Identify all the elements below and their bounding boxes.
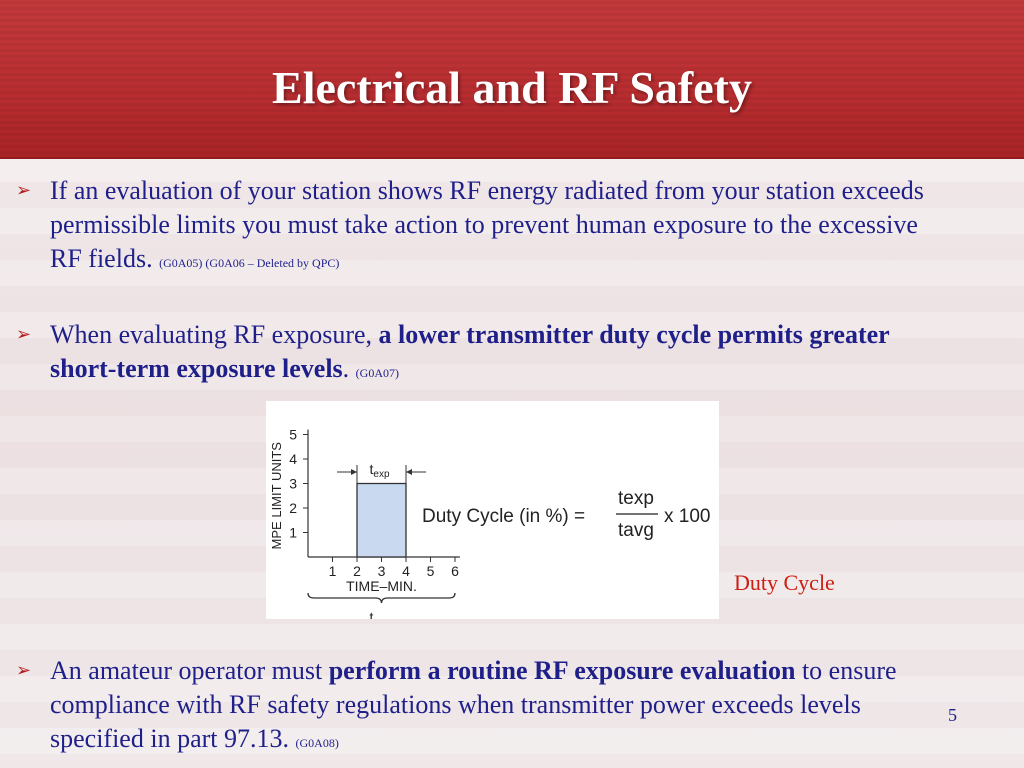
bullet-text-part: .	[342, 354, 356, 383]
texp-label: texp	[370, 461, 390, 480]
bullet-text: If an evaluation of your station shows R…	[50, 174, 936, 280]
x-tick-label: 4	[402, 563, 410, 579]
y-tick-label: 1	[289, 525, 297, 541]
y-axis-title: MPE LIMIT UNITS	[269, 442, 284, 550]
x-axis-title: TIME–MIN.	[346, 578, 417, 594]
texp-left-arrowhead	[351, 469, 357, 475]
question-reference: (G0A08)	[295, 736, 339, 750]
y-tick-label: 3	[289, 476, 297, 492]
formula-numerator: texp	[618, 488, 654, 509]
bullet-item-2: ➢ When evaluating RF exposure, a lower t…	[16, 318, 936, 390]
formula-lhs: Duty Cycle (in %) =	[422, 506, 585, 527]
y-tick-label: 5	[289, 427, 297, 443]
bullet-text: When evaluating RF exposure, a lower tra…	[50, 318, 936, 390]
y-tick-label: 4	[289, 451, 297, 467]
bullet-item-1: ➢ If an evaluation of your station shows…	[16, 174, 936, 280]
formula-rhs: x 100	[664, 506, 710, 527]
figure-caption: Duty Cycle	[734, 570, 835, 595]
bullet-bold-text: perform a routine RF exposure evaluation	[328, 656, 796, 685]
question-reference: (G0A07)	[355, 366, 399, 380]
tavg-subscript: avg	[373, 617, 389, 619]
bullet-text-part: to ensure compliance with RF safety regu…	[50, 656, 897, 753]
pulse-bar	[356, 482, 407, 558]
bullet-text-part: If an evaluation of your station shows R…	[50, 176, 924, 273]
bullet-bold-text: a lower transmitter duty cycle permits g…	[50, 320, 890, 383]
bullet-item-3: ➢ An amateur operator must perform a rou…	[16, 654, 936, 760]
y-tick-label: 2	[289, 500, 297, 516]
formula-denominator: tavg	[618, 520, 654, 541]
duty-cycle-figure: 1 2 3 4 5 1 2 3 4 5 6 MPE LIMIT UNITS TIME–MIN. texp t…	[266, 401, 719, 629]
exposure-pulse	[307, 465, 658, 604]
bullet-text-part: When evaluating RF exposure,	[50, 320, 379, 349]
x-tick-label: 5	[427, 563, 435, 579]
arrow-bullet-icon: ➢	[16, 180, 32, 201]
page-number: 5	[948, 705, 957, 725]
tavg-base: t	[370, 609, 374, 619]
x-tick-label: 3	[378, 563, 386, 579]
x-tick-label: 1	[329, 563, 337, 579]
arrow-bullet-icon: ➢	[16, 324, 32, 345]
tavg-label: tavg	[370, 609, 390, 619]
texp-right-arrowhead	[406, 469, 412, 475]
texp-base: t	[370, 461, 374, 477]
bullet-text-part: An amateur operator must	[50, 656, 329, 685]
slide-title: Electrical and RF Safety	[272, 62, 752, 113]
arrow-bullet-icon: ➢	[16, 660, 32, 681]
question-reference: (G0A05) (G0A06 – Deleted by QPC)	[159, 256, 340, 270]
x-tick-label: 6	[451, 563, 459, 579]
x-tick-label: 2	[353, 563, 361, 579]
texp-subscript: exp	[373, 469, 390, 480]
title-banner: Electrical and RF Safety	[0, 0, 1024, 159]
tavg-brace	[307, 592, 456, 604]
bullet-text: An amateur operator must perform a routi…	[50, 654, 936, 760]
